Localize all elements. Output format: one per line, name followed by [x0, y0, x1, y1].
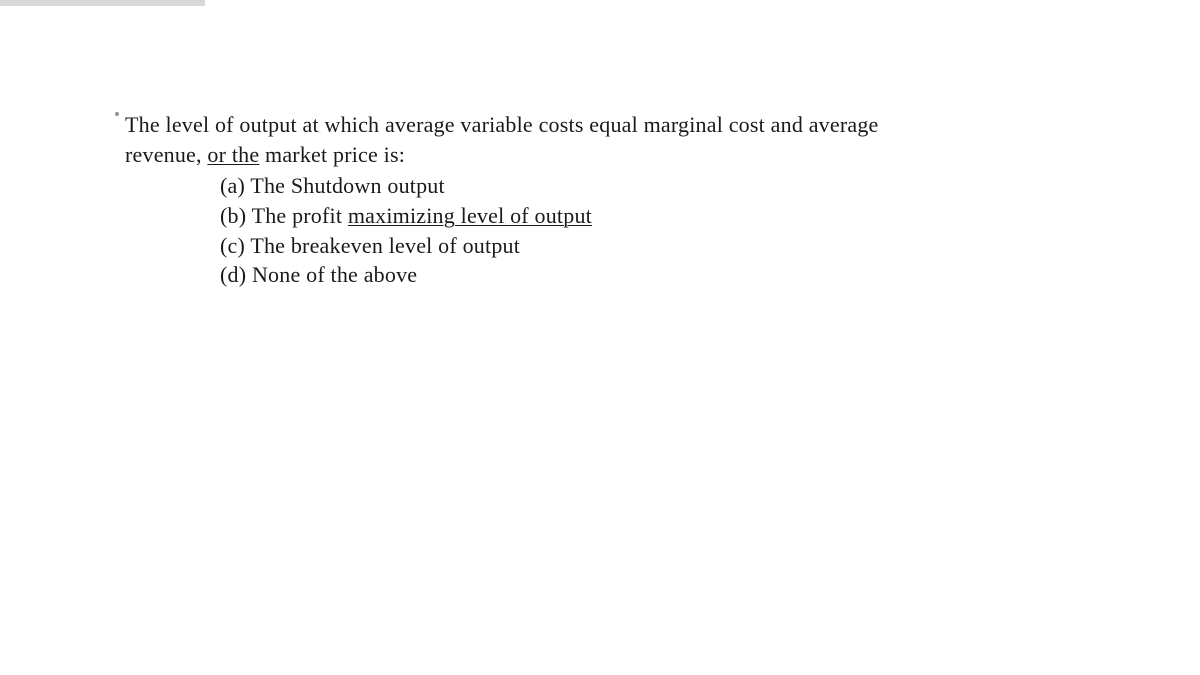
option-c: (c) The breakeven level of output	[220, 231, 1045, 261]
option-d-label: (d)	[220, 262, 246, 287]
stem-line-2-post: market price is:	[259, 142, 405, 167]
scan-artifact-dot	[115, 112, 119, 116]
options-list: (a) The Shutdown output (b) The profit m…	[125, 171, 1045, 290]
option-b-label: (b)	[220, 203, 246, 228]
option-c-text: The breakeven level of output	[245, 233, 520, 258]
option-d-text: None of the above	[246, 262, 417, 287]
option-b-text-underlined: maximizing level of output	[348, 203, 592, 228]
stem-line-2-underlined: or the	[207, 142, 259, 167]
page: The level of output at which average var…	[0, 0, 1200, 675]
option-a: (a) The Shutdown output	[220, 171, 1045, 201]
option-a-text: The Shutdown output	[245, 173, 445, 198]
scan-artifact-top	[0, 0, 205, 6]
option-d: (d) None of the above	[220, 260, 1045, 290]
option-c-label: (c)	[220, 233, 245, 258]
question-stem: The level of output at which average var…	[125, 110, 1045, 169]
option-b: (b) The profit maximizing level of outpu…	[220, 201, 1045, 231]
stem-line-1: The level of output at which average var…	[125, 112, 879, 137]
stem-line-2-pre: revenue,	[125, 142, 207, 167]
question-block: The level of output at which average var…	[125, 110, 1045, 290]
option-b-text-pre: The profit	[246, 203, 348, 228]
option-a-label: (a)	[220, 173, 245, 198]
